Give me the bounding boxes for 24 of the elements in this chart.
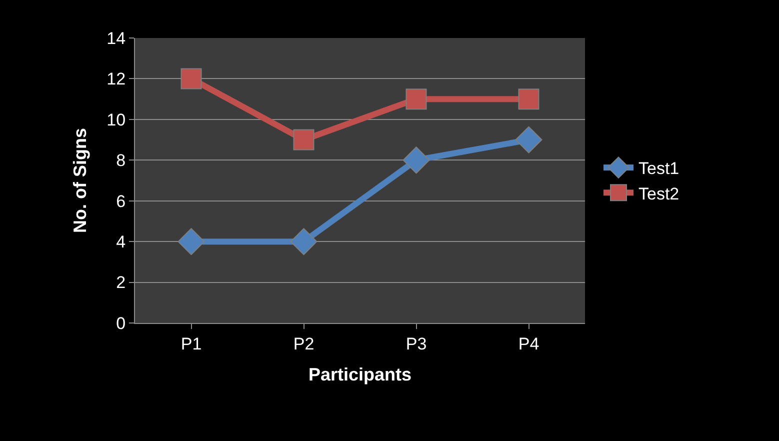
point	[515, 126, 542, 154]
point	[518, 88, 540, 110]
x-axis-title: Participants	[308, 364, 412, 384]
y-tick-label: 8	[116, 151, 126, 170]
y-tick-label: 6	[116, 192, 126, 211]
point	[293, 129, 314, 150]
legend-label: Test2	[638, 184, 680, 204]
y-axis-title: No. of Signs	[70, 128, 90, 233]
y-tick-label: 10	[106, 110, 126, 130]
x-tick-label: P3	[406, 334, 427, 354]
x-tick-label: P4	[518, 334, 540, 354]
x-tick-label: P2	[293, 334, 314, 354]
x-tick-label: P1	[180, 334, 202, 354]
point	[402, 146, 430, 174]
y-tick-label: 2	[116, 273, 126, 292]
legend-label: Test1	[638, 159, 680, 178]
point	[290, 228, 318, 256]
point	[406, 88, 427, 110]
point	[178, 228, 205, 256]
y-tick-label: 4	[116, 232, 126, 252]
point	[180, 68, 202, 90]
y-tick-label: 12	[106, 70, 126, 89]
y-tick-label: 14	[106, 28, 126, 48]
y-tick-label: 0	[116, 314, 126, 333]
